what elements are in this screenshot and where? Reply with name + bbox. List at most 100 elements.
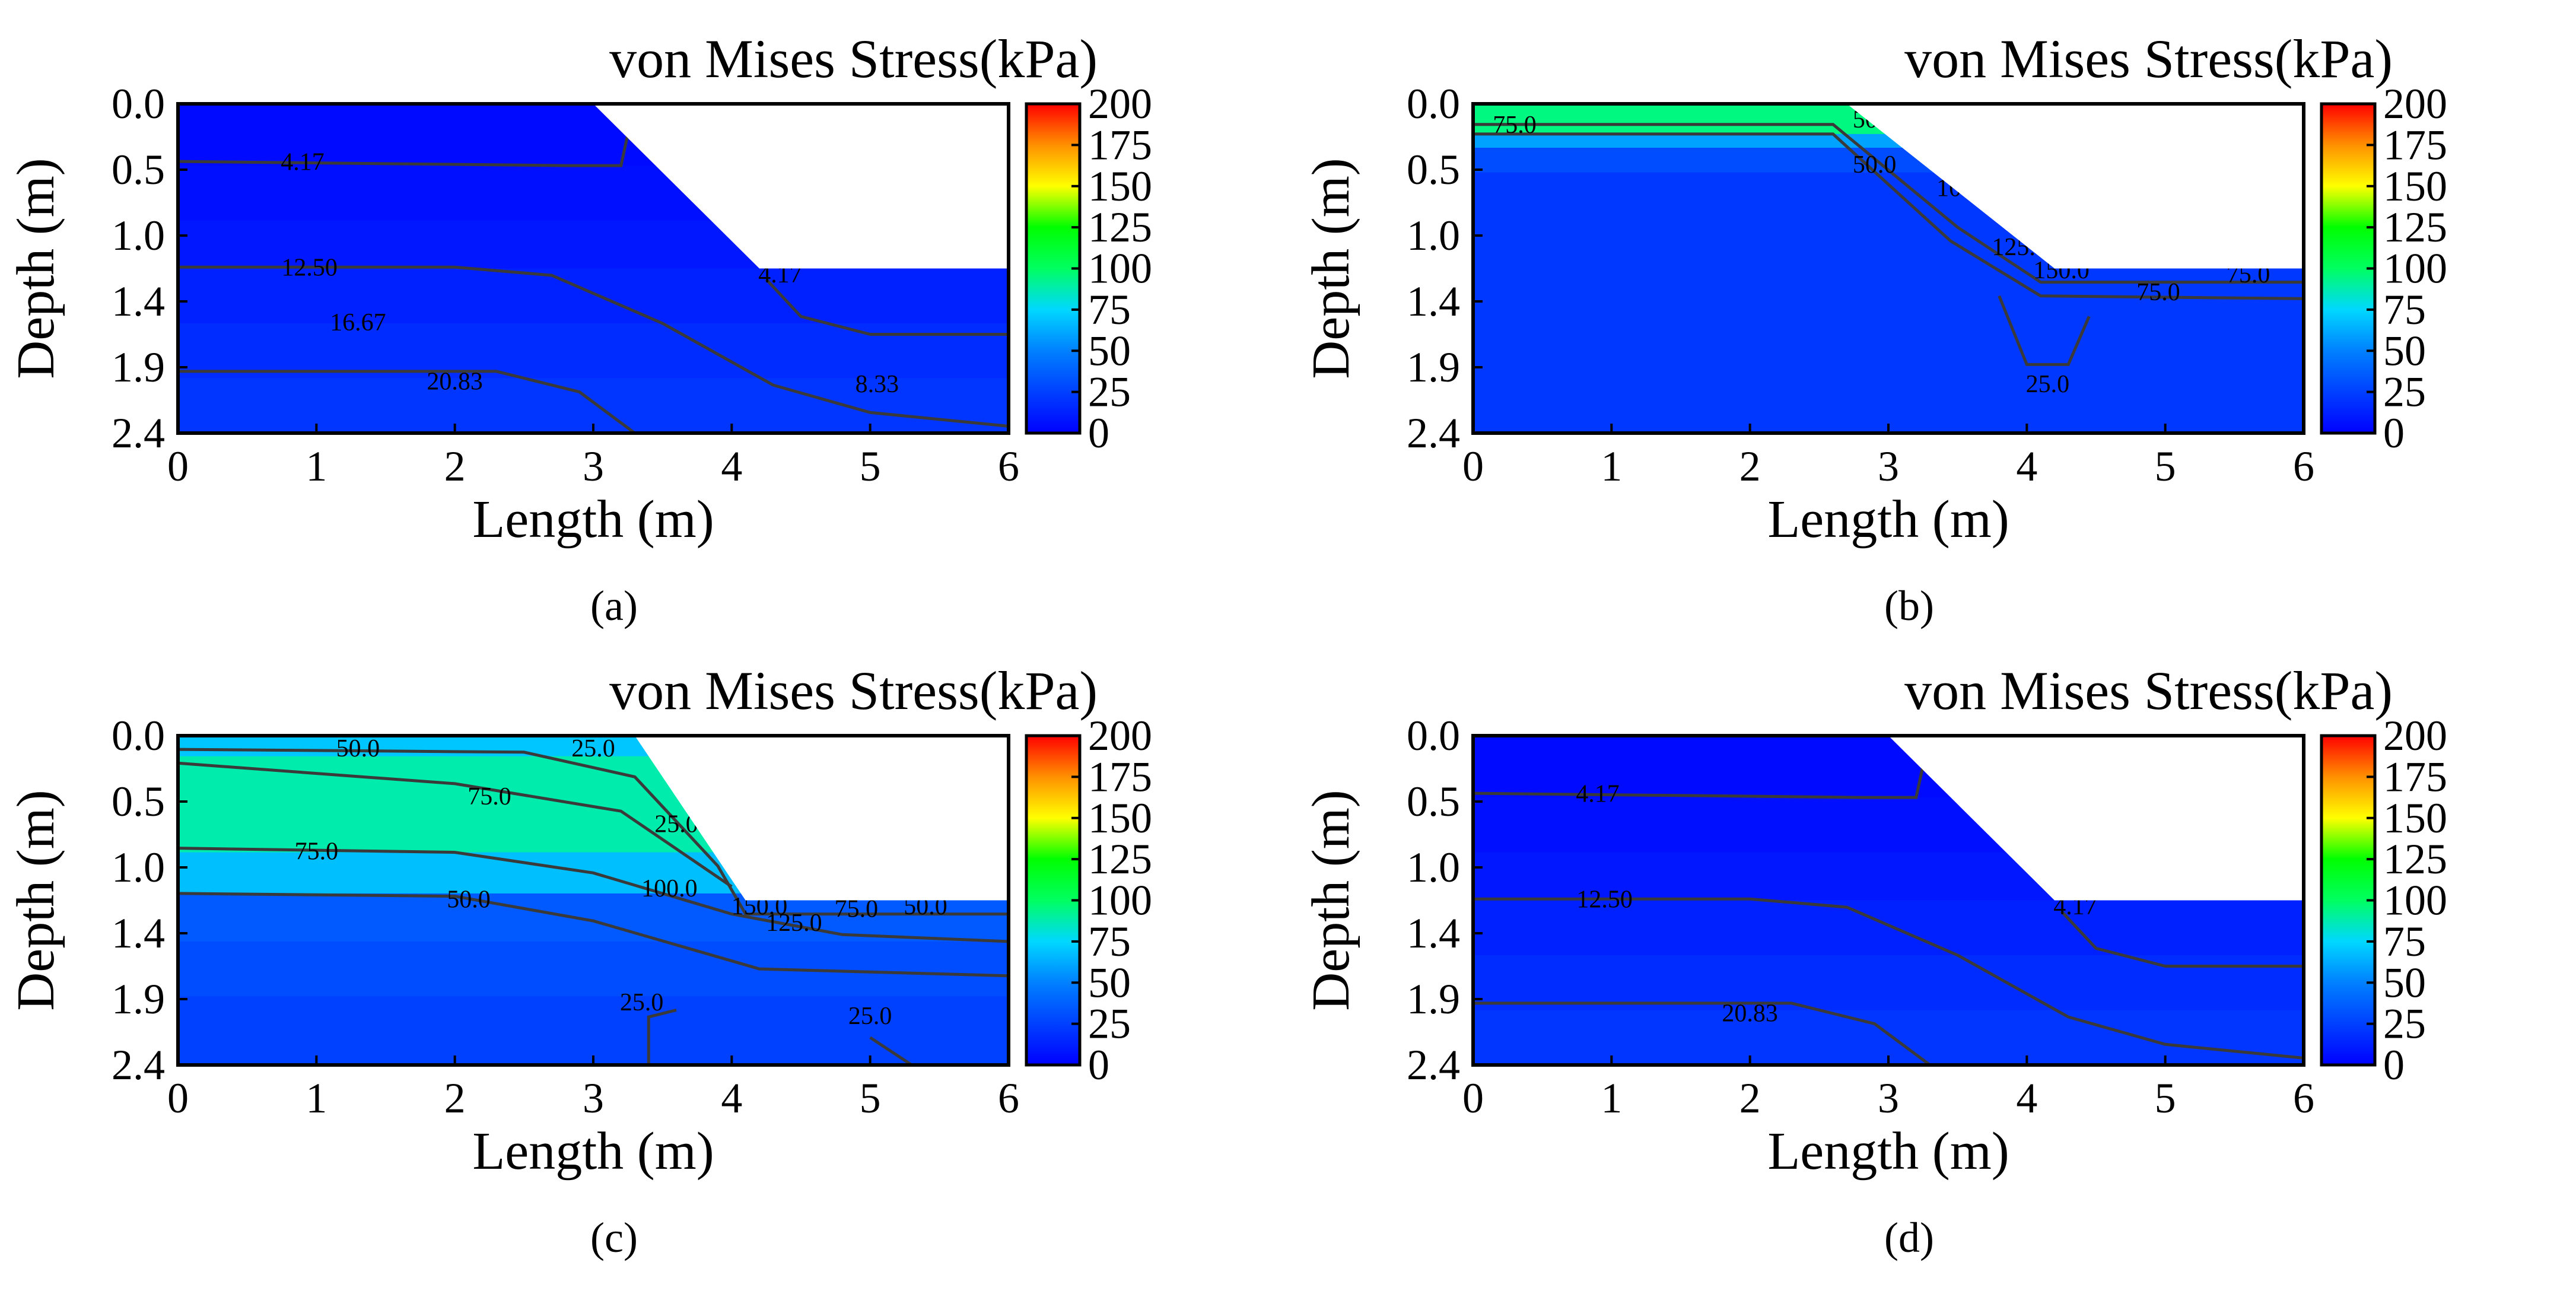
- contour-label: 125.0: [766, 910, 822, 937]
- contour-label: 4.17: [1576, 780, 1620, 807]
- contour-label: 75.0: [295, 838, 339, 866]
- x-tick-label: 5: [2155, 443, 2176, 490]
- chart-title: von Mises Stress(kPa): [1904, 28, 2393, 89]
- colorbar: [1025, 734, 1082, 1067]
- colorbar-tick-label: 200: [1088, 80, 1152, 128]
- y-tick-label: 2.4: [1407, 409, 1460, 457]
- contour-label: 4.17: [2053, 893, 2097, 920]
- x-tick-label: 1: [306, 443, 327, 490]
- y-tick-label: 1.9: [112, 975, 165, 1023]
- colorbar-tick-label: 200: [2383, 80, 2447, 128]
- stress-band: [178, 941, 1009, 997]
- contour-label: 25.0: [848, 1003, 892, 1030]
- contour-label: 150.0: [2033, 257, 2090, 284]
- x-tick-label: 4: [721, 1074, 742, 1122]
- stress-band: [178, 893, 1009, 942]
- contour-label: 25.0: [620, 989, 664, 1016]
- contour-line: [178, 370, 636, 433]
- contour-label: 75.0: [1493, 112, 1537, 139]
- contour-line: [178, 761, 733, 888]
- x-tick-label: 4: [2016, 443, 2037, 490]
- y-tick-label: 2.4: [112, 1041, 165, 1089]
- contour-label: 12.50: [1576, 886, 1633, 914]
- panel-label: (c): [590, 1214, 638, 1261]
- contour-line: [1473, 132, 2304, 300]
- colorbar-tick-label: 25: [2383, 1000, 2426, 1048]
- x-tick-label: 2: [1739, 443, 1761, 490]
- stress-field: 50.075.025.025.075.0100.0150.0125.075.05…: [178, 736, 1009, 1065]
- y-tick-label: 1.9: [112, 344, 165, 391]
- x-tick-label: 1: [1601, 1074, 1622, 1122]
- colorbar-tick-label: 0: [1088, 1041, 1109, 1089]
- colorbar-tick-label: 0: [2383, 409, 2405, 457]
- colorbar-tick-label: 150: [2383, 163, 2447, 210]
- colorbar-tick-label: 175: [1088, 753, 1152, 800]
- y-axis-label: Depth (m): [1302, 158, 1360, 379]
- contour-label: 12.50: [281, 255, 338, 282]
- y-tick-label: 0.0: [112, 80, 165, 128]
- contour-label: 75.0: [2227, 261, 2270, 288]
- colorbar-tick-label: 175: [2383, 121, 2447, 168]
- colorbar-tick-label: 150: [1088, 163, 1152, 210]
- x-axis-label: Length (m): [472, 1122, 714, 1181]
- x-axis-label: Length (m): [1767, 1122, 2009, 1181]
- x-axis-label: Length (m): [1767, 490, 2009, 549]
- colorbar-tick-label: 200: [2383, 712, 2447, 759]
- colorbar-tick-label: 25: [1088, 1000, 1131, 1048]
- stress-band: [1473, 900, 2304, 956]
- contour-label: 50.0: [1853, 151, 1897, 179]
- colorbar-tick-label: 175: [2383, 753, 2447, 800]
- colorbar: [2320, 102, 2377, 435]
- contour-label: 75.0: [2136, 279, 2180, 306]
- colorbar-tick-label: 25: [2383, 368, 2426, 416]
- contour-line: [1473, 897, 2304, 1060]
- contour-label: 50.0: [447, 886, 491, 914]
- contour-label: 4.17: [758, 261, 802, 288]
- colorbar-tick-label: 150: [1088, 794, 1152, 842]
- colorbar-tick-label: 25: [1088, 368, 1131, 416]
- x-tick-label: 1: [306, 1074, 327, 1122]
- y-tick-label: 0.5: [112, 146, 165, 193]
- contour-label: 20.83: [1722, 1000, 1778, 1027]
- x-tick-label: 3: [583, 1074, 604, 1122]
- y-tick-label: 0.5: [1407, 778, 1460, 825]
- contour-line: [1473, 765, 1925, 799]
- colorbar-tick-label: 100: [1088, 877, 1152, 924]
- y-tick-label: 1.0: [1407, 844, 1460, 891]
- colorbar-tick-label: 75: [2383, 286, 2426, 333]
- colorbar-tick-label: 100: [1088, 245, 1152, 292]
- contour-line: [2060, 910, 2304, 968]
- contour-line: [765, 278, 1009, 336]
- contour-label: 75.0: [468, 783, 511, 810]
- x-tick-label: 0: [167, 1074, 189, 1122]
- contour-label: 100.0: [1936, 174, 1993, 202]
- x-tick-label: 6: [998, 443, 1019, 490]
- colorbar-tick-label: 125: [2383, 203, 2447, 251]
- colorbar-tick-label: 200: [1088, 712, 1152, 759]
- colorbar-tick-label: 175: [1088, 121, 1152, 168]
- y-tick-label: 0.0: [1407, 712, 1460, 759]
- x-tick-label: 1: [1601, 443, 1622, 490]
- panel-1: 4.17 4.17 12.50 16.67 20.83 8.33 0 1 2 3 4 5 6 0.0 0.5…: [7, 28, 1152, 629]
- y-tick-label: 2.4: [1407, 1041, 1460, 1089]
- chart-title: von Mises Stress(kPa): [1904, 660, 2393, 721]
- contour-line: [178, 133, 629, 167]
- y-tick-label: 1.0: [112, 212, 165, 259]
- x-tick-label: 6: [998, 1074, 1019, 1122]
- contour-label: 75.0: [835, 896, 879, 923]
- contour-label: 25.0: [654, 810, 698, 838]
- contour-label: 20.83: [427, 368, 483, 395]
- panel-4: 4.17 4.17 12.50 20.83 0 1 2 3 4 5 6 0.0 0.5 1.0 1.4 1.9…: [1302, 660, 2447, 1261]
- x-tick-label: 0: [1462, 443, 1484, 490]
- panel-label: (a): [590, 582, 638, 629]
- colorbar-tick-label: 100: [2383, 245, 2447, 292]
- x-tick-label: 4: [2016, 1074, 2037, 1122]
- y-tick-label: 1.0: [112, 844, 165, 891]
- x-tick-label: 2: [444, 1074, 466, 1122]
- colorbar-tick-label: 75: [1088, 286, 1131, 333]
- panel-3: 50.075.025.025.075.0100.0150.0125.075.05…: [7, 660, 1152, 1261]
- stress-field: 4.17 4.17 12.50 20.83: [1473, 736, 2304, 1065]
